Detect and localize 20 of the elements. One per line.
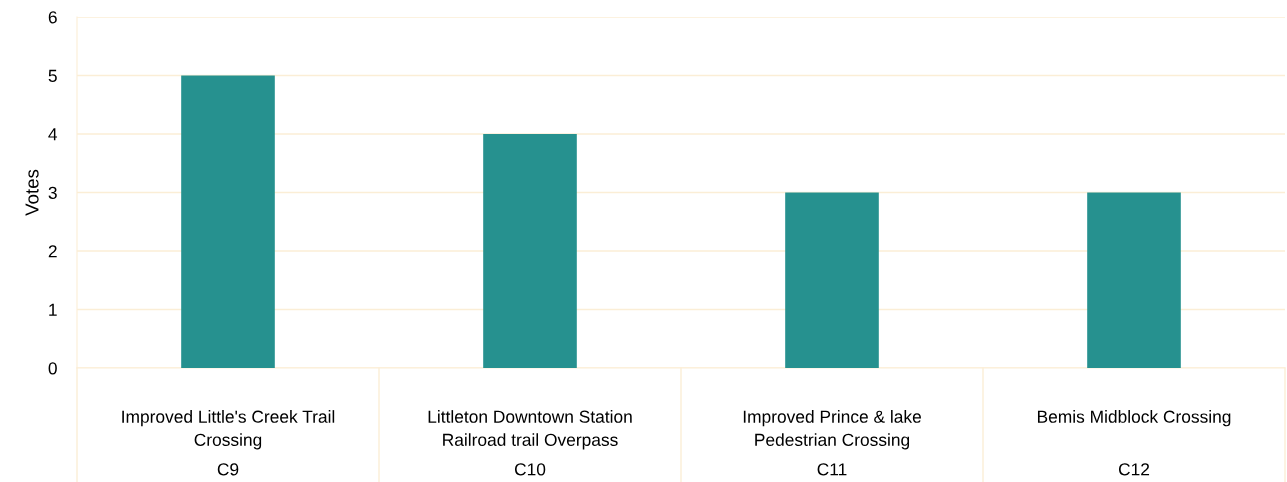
text: C11 bbox=[817, 463, 847, 476]
bar bbox=[1087, 192, 1181, 368]
bar bbox=[181, 75, 275, 368]
y-tick-label: 0 bbox=[48, 362, 57, 375]
y-tick-label: 2 bbox=[48, 245, 57, 258]
text: C10 bbox=[514, 463, 546, 476]
x-tick-label: Bemis Midblock Crossing bbox=[1037, 410, 1231, 427]
text: C9 bbox=[217, 463, 239, 476]
x-tick-label: Improved Little's Creek Trail Crossing bbox=[122, 410, 335, 450]
x-tick-label: Littleton Downtown Station Railroad trail Overpass bbox=[428, 410, 632, 450]
x-tick-label: Improved Prince & lake Pedestrian Crossing bbox=[743, 410, 921, 450]
y-tick-label: 6 bbox=[48, 11, 57, 24]
y-axis-title: Votes bbox=[25, 169, 39, 216]
y-tick-label: 5 bbox=[48, 69, 57, 82]
y-tick-label: 4 bbox=[48, 128, 58, 141]
y-tick-label: 3 bbox=[48, 186, 57, 199]
bar bbox=[483, 134, 577, 368]
y-tick-label: 1 bbox=[49, 303, 57, 316]
text: C12 bbox=[1118, 463, 1150, 476]
bar bbox=[785, 192, 879, 368]
